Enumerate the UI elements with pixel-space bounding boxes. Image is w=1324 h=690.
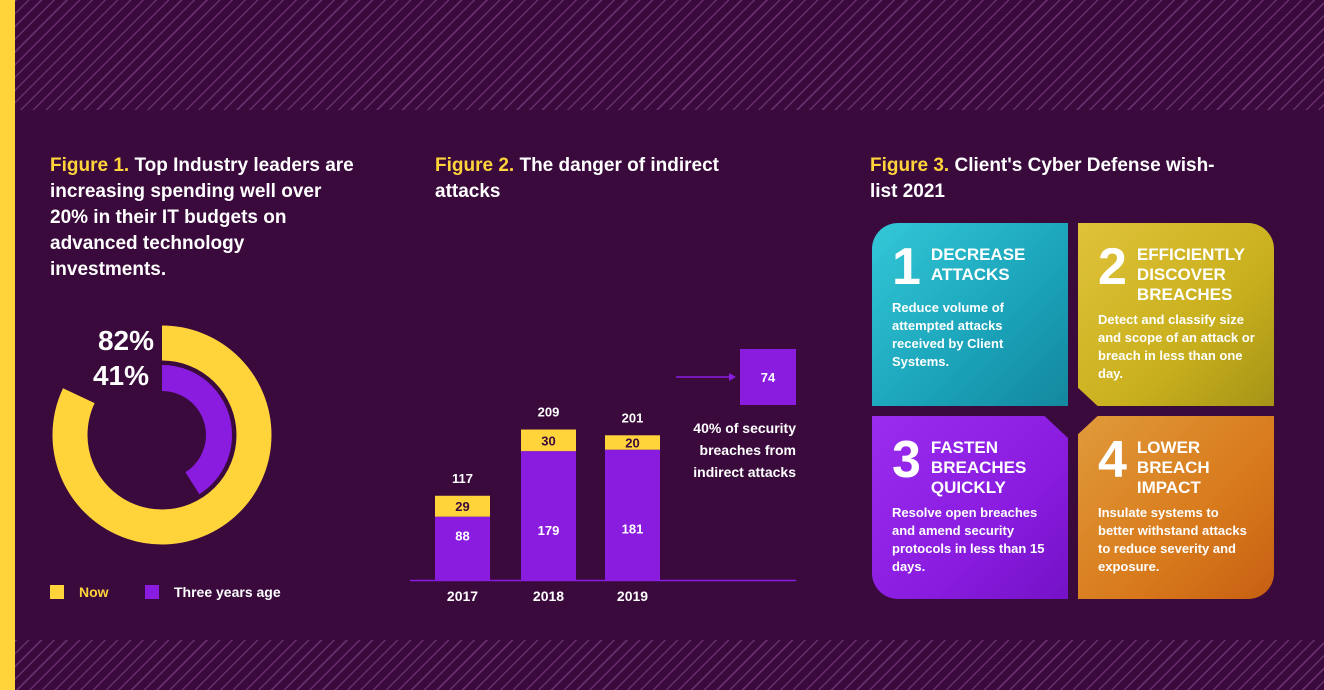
figure3-label: Figure 3. [870,155,950,176]
donut-value-now: 82% [97,325,154,356]
card-description: Insulate systems to better withstand att… [1098,505,1247,574]
bar-value-2017-top: 29 [455,499,469,514]
top-hatch-band [15,0,1324,110]
legend-swatch-three-years-ago [145,585,159,599]
indirect-attacks-note: 40% of security breaches from indirect a… [693,420,796,480]
bar-category-2019: 2019 [617,588,648,604]
wishlist-card-lower-impact: 4 LOWER BREACH IMPACT Insulate systems t… [1078,416,1274,599]
callout-box [740,349,796,405]
wishlist-card-discover-breaches: 2 EFFICIENTLY DISCOVER BREACHES Detect a… [1078,223,1274,406]
bar-segment-2019-bottom [605,449,660,580]
figure2-title: Figure 2. The danger of indirect attacks [435,153,735,205]
card-number: 1 [892,238,921,296]
figure2-label: Figure 2. [435,155,515,176]
donut-arc-now [52,325,272,545]
bar-total-2018: 209 [538,405,560,420]
wishlist-card-fasten-breaches: 3 FASTEN BREACHES QUICKLY Resolve open b… [872,416,1068,599]
card-title: EFFICIENTLY DISCOVER BREACHES [1136,245,1245,304]
card-number: 3 [892,431,921,489]
bar-category-2017: 2017 [447,588,478,604]
wishlist-card-decrease-attacks: 1 DECREASE ATTACKS Reduce volume of atte… [872,223,1068,406]
card-description: Reduce volume of attempted attacks recei… [892,300,1004,369]
bar-value-2018-bottom: 179 [538,523,560,538]
callout-arrow-head [729,373,736,381]
figure1-label: Figure 1. [50,155,130,176]
figure2-text: The danger of indirect attacks [435,155,719,202]
bar-category-2018: 2018 [533,588,564,604]
card-description: Detect and classify size and scope of an… [1098,312,1255,381]
bar-value-2018-top: 30 [541,433,555,448]
bar-segment-2017-bottom [435,516,490,580]
bar-total-2019: 201 [622,410,644,425]
legend-label-three-years-ago: Three years age [174,584,281,600]
bar-total-2017: 117 [452,471,473,486]
legend-label-now: Now [79,584,109,600]
bar-value-2017-bottom: 88 [455,529,469,544]
figure3-title: Figure 3. Client's Cyber Defense wish-li… [870,153,1230,205]
card-title: LOWER BREACH IMPACT [1136,438,1210,497]
bar-segment-2017-top [435,495,490,517]
bar-segment-2018-bottom [521,451,576,580]
donut-arc-three-years-ago [92,365,232,505]
figure1-title: Figure 1. Top Industry leaders are incre… [50,153,360,283]
figure1-text: Top Industry leaders are increasing spen… [50,155,354,280]
figure3-text: Client's Cyber Defense wish-list 2021 [870,155,1215,202]
legend-swatch-now [50,585,64,599]
bar-value-2019-top: 20 [625,435,639,450]
donut-chart [52,325,272,545]
bottom-hatch-band [15,640,1324,690]
callout-value: 74 [761,370,776,385]
card-description: Resolve open breaches and amend security… [892,505,1045,574]
bar-segment-2018-top [521,429,576,452]
left-accent-stripe [0,0,15,690]
card-number: 4 [1098,431,1127,489]
donut-value-three-years-ago: 41% [92,360,149,391]
stacked-bar-chart: 88 29 117 2017 179 30 209 2018 181 20 201 2019 74 [410,349,796,604]
card-title: FASTEN BREACHES QUICKLY [930,438,1027,497]
card-title: DECREASE ATTACKS [930,245,1026,284]
card-number: 2 [1098,238,1127,296]
bar-segment-2019-top [605,435,660,450]
bar-value-2019-bottom: 181 [622,522,644,537]
